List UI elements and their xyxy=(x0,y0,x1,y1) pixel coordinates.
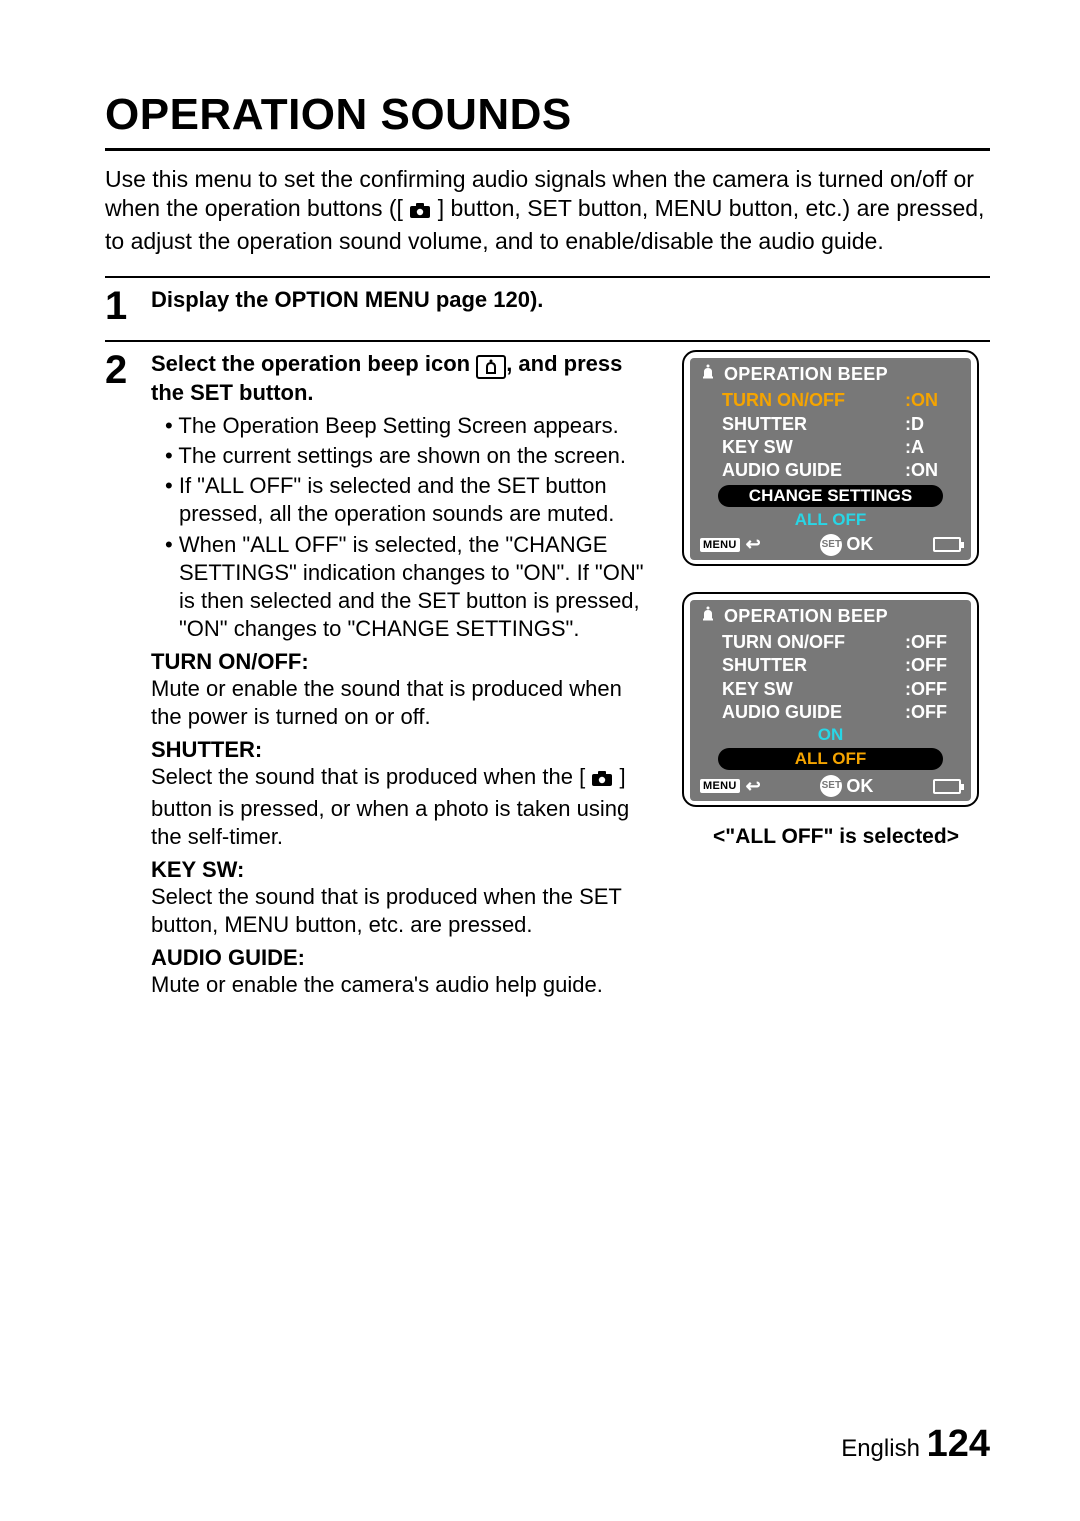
step-2-head-a: Select the operation beep icon xyxy=(151,351,476,376)
step-1: 1 Display the OPTION MENU page 120). xyxy=(105,276,990,326)
lcd2-title: OPERATION BEEP xyxy=(724,606,888,627)
lcd-row: TURN ON/OFF:ON xyxy=(698,389,963,412)
lcd1-all-off: ALL OFF xyxy=(690,509,971,531)
page-title: OPERATION SOUNDS xyxy=(105,90,990,140)
lcd-row-key: TURN ON/OFF xyxy=(698,631,905,654)
step-2-right: OPERATION BEEP TURN ON/OFF:ONSHUTTER:DKE… xyxy=(682,350,990,849)
bullet-item: When "ALL OFF" is selected, the "CHANGE … xyxy=(165,531,656,644)
lcd-screen-2: OPERATION BEEP TURN ON/OFF:OFFSHUTTER:OF… xyxy=(682,592,979,808)
lcd-row: TURN ON/OFF:OFF xyxy=(698,631,963,654)
return-arrow-icon: ↩ xyxy=(746,776,761,797)
lcd-row-value: :OFF xyxy=(905,701,963,724)
lcd-row-key: TURN ON/OFF xyxy=(698,389,905,412)
bullet-item: If "ALL OFF" is selected and the SET but… xyxy=(165,472,656,528)
lcd-row: SHUTTER:D xyxy=(698,413,963,436)
battery-icon xyxy=(933,537,961,552)
menu-label: MENU xyxy=(700,779,740,793)
steps-list: 1 Display the OPTION MENU page 120). 2 S… xyxy=(105,276,990,999)
camera-icon xyxy=(591,766,613,794)
bullet-item: The current settings are shown on the sc… xyxy=(165,442,656,470)
step-2-left: Select the operation beep icon , and pre… xyxy=(151,350,656,999)
bell-icon xyxy=(700,364,716,385)
battery-icon xyxy=(933,779,961,794)
sub-keysw-label: KEY SW: xyxy=(151,857,656,883)
step-2: 2 Select the operation beep icon , and p… xyxy=(105,340,990,999)
lcd-row: KEY SW:OFF xyxy=(698,678,963,701)
ok-label: OK xyxy=(846,534,873,555)
set-icon: SET xyxy=(820,775,842,797)
menu-return-icon: MENU ↩ xyxy=(700,776,761,797)
lcd-row: AUDIO GUIDE:ON xyxy=(698,459,963,482)
step-2-head: Select the operation beep icon , and pre… xyxy=(151,350,656,408)
beep-icon xyxy=(476,355,506,379)
lcd1-title: OPERATION BEEP xyxy=(724,364,888,385)
lcd-screen-1: OPERATION BEEP TURN ON/OFF:ONSHUTTER:DKE… xyxy=(682,350,979,566)
lcd-row: AUDIO GUIDE:OFF xyxy=(698,701,963,724)
sub-turnonoff-label: TURN ON/OFF: xyxy=(151,649,656,675)
bell-icon xyxy=(700,606,716,627)
lcd-row-key: KEY SW xyxy=(698,678,905,701)
return-arrow-icon: ↩ xyxy=(746,534,761,555)
lcd-row-value: :OFF xyxy=(905,678,963,701)
lcd2-caption: <"ALL OFF" is selected> xyxy=(682,825,990,849)
sub-shutter-label: SHUTTER: xyxy=(151,737,656,763)
sub-turnonoff-desc: Mute or enable the sound that is produce… xyxy=(151,675,656,731)
ok-label: OK xyxy=(846,776,873,797)
step-number: 1 xyxy=(105,286,133,326)
lcd1-change-settings: CHANGE SETTINGS xyxy=(718,485,943,507)
menu-label: MENU xyxy=(700,538,740,552)
step-1-head: Display the OPTION MENU page 120). xyxy=(151,286,990,315)
lcd-row: KEY SW:A xyxy=(698,436,963,459)
camera-icon xyxy=(409,197,431,226)
lcd-row-value: :D xyxy=(905,413,963,436)
step-number: 2 xyxy=(105,350,133,390)
title-rule xyxy=(105,148,990,151)
lcd-row-key: KEY SW xyxy=(698,436,905,459)
lcd2-rows: TURN ON/OFF:OFFSHUTTER:OFFKEY SW:OFFAUDI… xyxy=(690,631,971,725)
footer-language: English xyxy=(841,1435,920,1462)
intro-paragraph: Use this menu to set the confirming audi… xyxy=(105,165,990,256)
lcd2-on: ON xyxy=(690,724,971,746)
bullet-item: The Operation Beep Setting Screen appear… xyxy=(165,412,656,440)
lcd2-all-off: ALL OFF xyxy=(718,748,943,770)
lcd-row-key: AUDIO GUIDE xyxy=(698,701,905,724)
lcd-row-key: SHUTTER xyxy=(698,654,905,677)
menu-return-icon: MENU ↩ xyxy=(700,534,761,555)
lcd-row-value: :A xyxy=(905,436,963,459)
lcd-row-key: AUDIO GUIDE xyxy=(698,459,905,482)
set-ok-group: SET OK xyxy=(820,775,873,797)
sub-keysw-desc: Select the sound that is produced when t… xyxy=(151,883,656,939)
lcd-row-value: :ON xyxy=(905,459,963,482)
lcd-row-value: :OFF xyxy=(905,631,963,654)
lcd1-rows: TURN ON/OFF:ONSHUTTER:DKEY SW:AAUDIO GUI… xyxy=(690,389,971,483)
lcd-row-value: :OFF xyxy=(905,654,963,677)
set-icon: SET xyxy=(820,534,842,556)
step-2-bullets: The Operation Beep Setting Screen appear… xyxy=(151,412,656,643)
sub-audioguide-label: AUDIO GUIDE: xyxy=(151,945,656,971)
sub-shutter-desc: Select the sound that is produced when t… xyxy=(151,763,656,850)
sub-shutter-desc-a: Select the sound that is produced when t… xyxy=(151,764,585,789)
lcd-row-key: SHUTTER xyxy=(698,413,905,436)
sub-audioguide-desc: Mute or enable the camera's audio help g… xyxy=(151,971,656,999)
set-ok-group: SET OK xyxy=(820,534,873,556)
lcd-row: SHUTTER:OFF xyxy=(698,654,963,677)
page-footer: English 124 xyxy=(841,1423,990,1466)
footer-page-number: 124 xyxy=(927,1423,990,1465)
lcd-row-value: :ON xyxy=(905,389,963,412)
